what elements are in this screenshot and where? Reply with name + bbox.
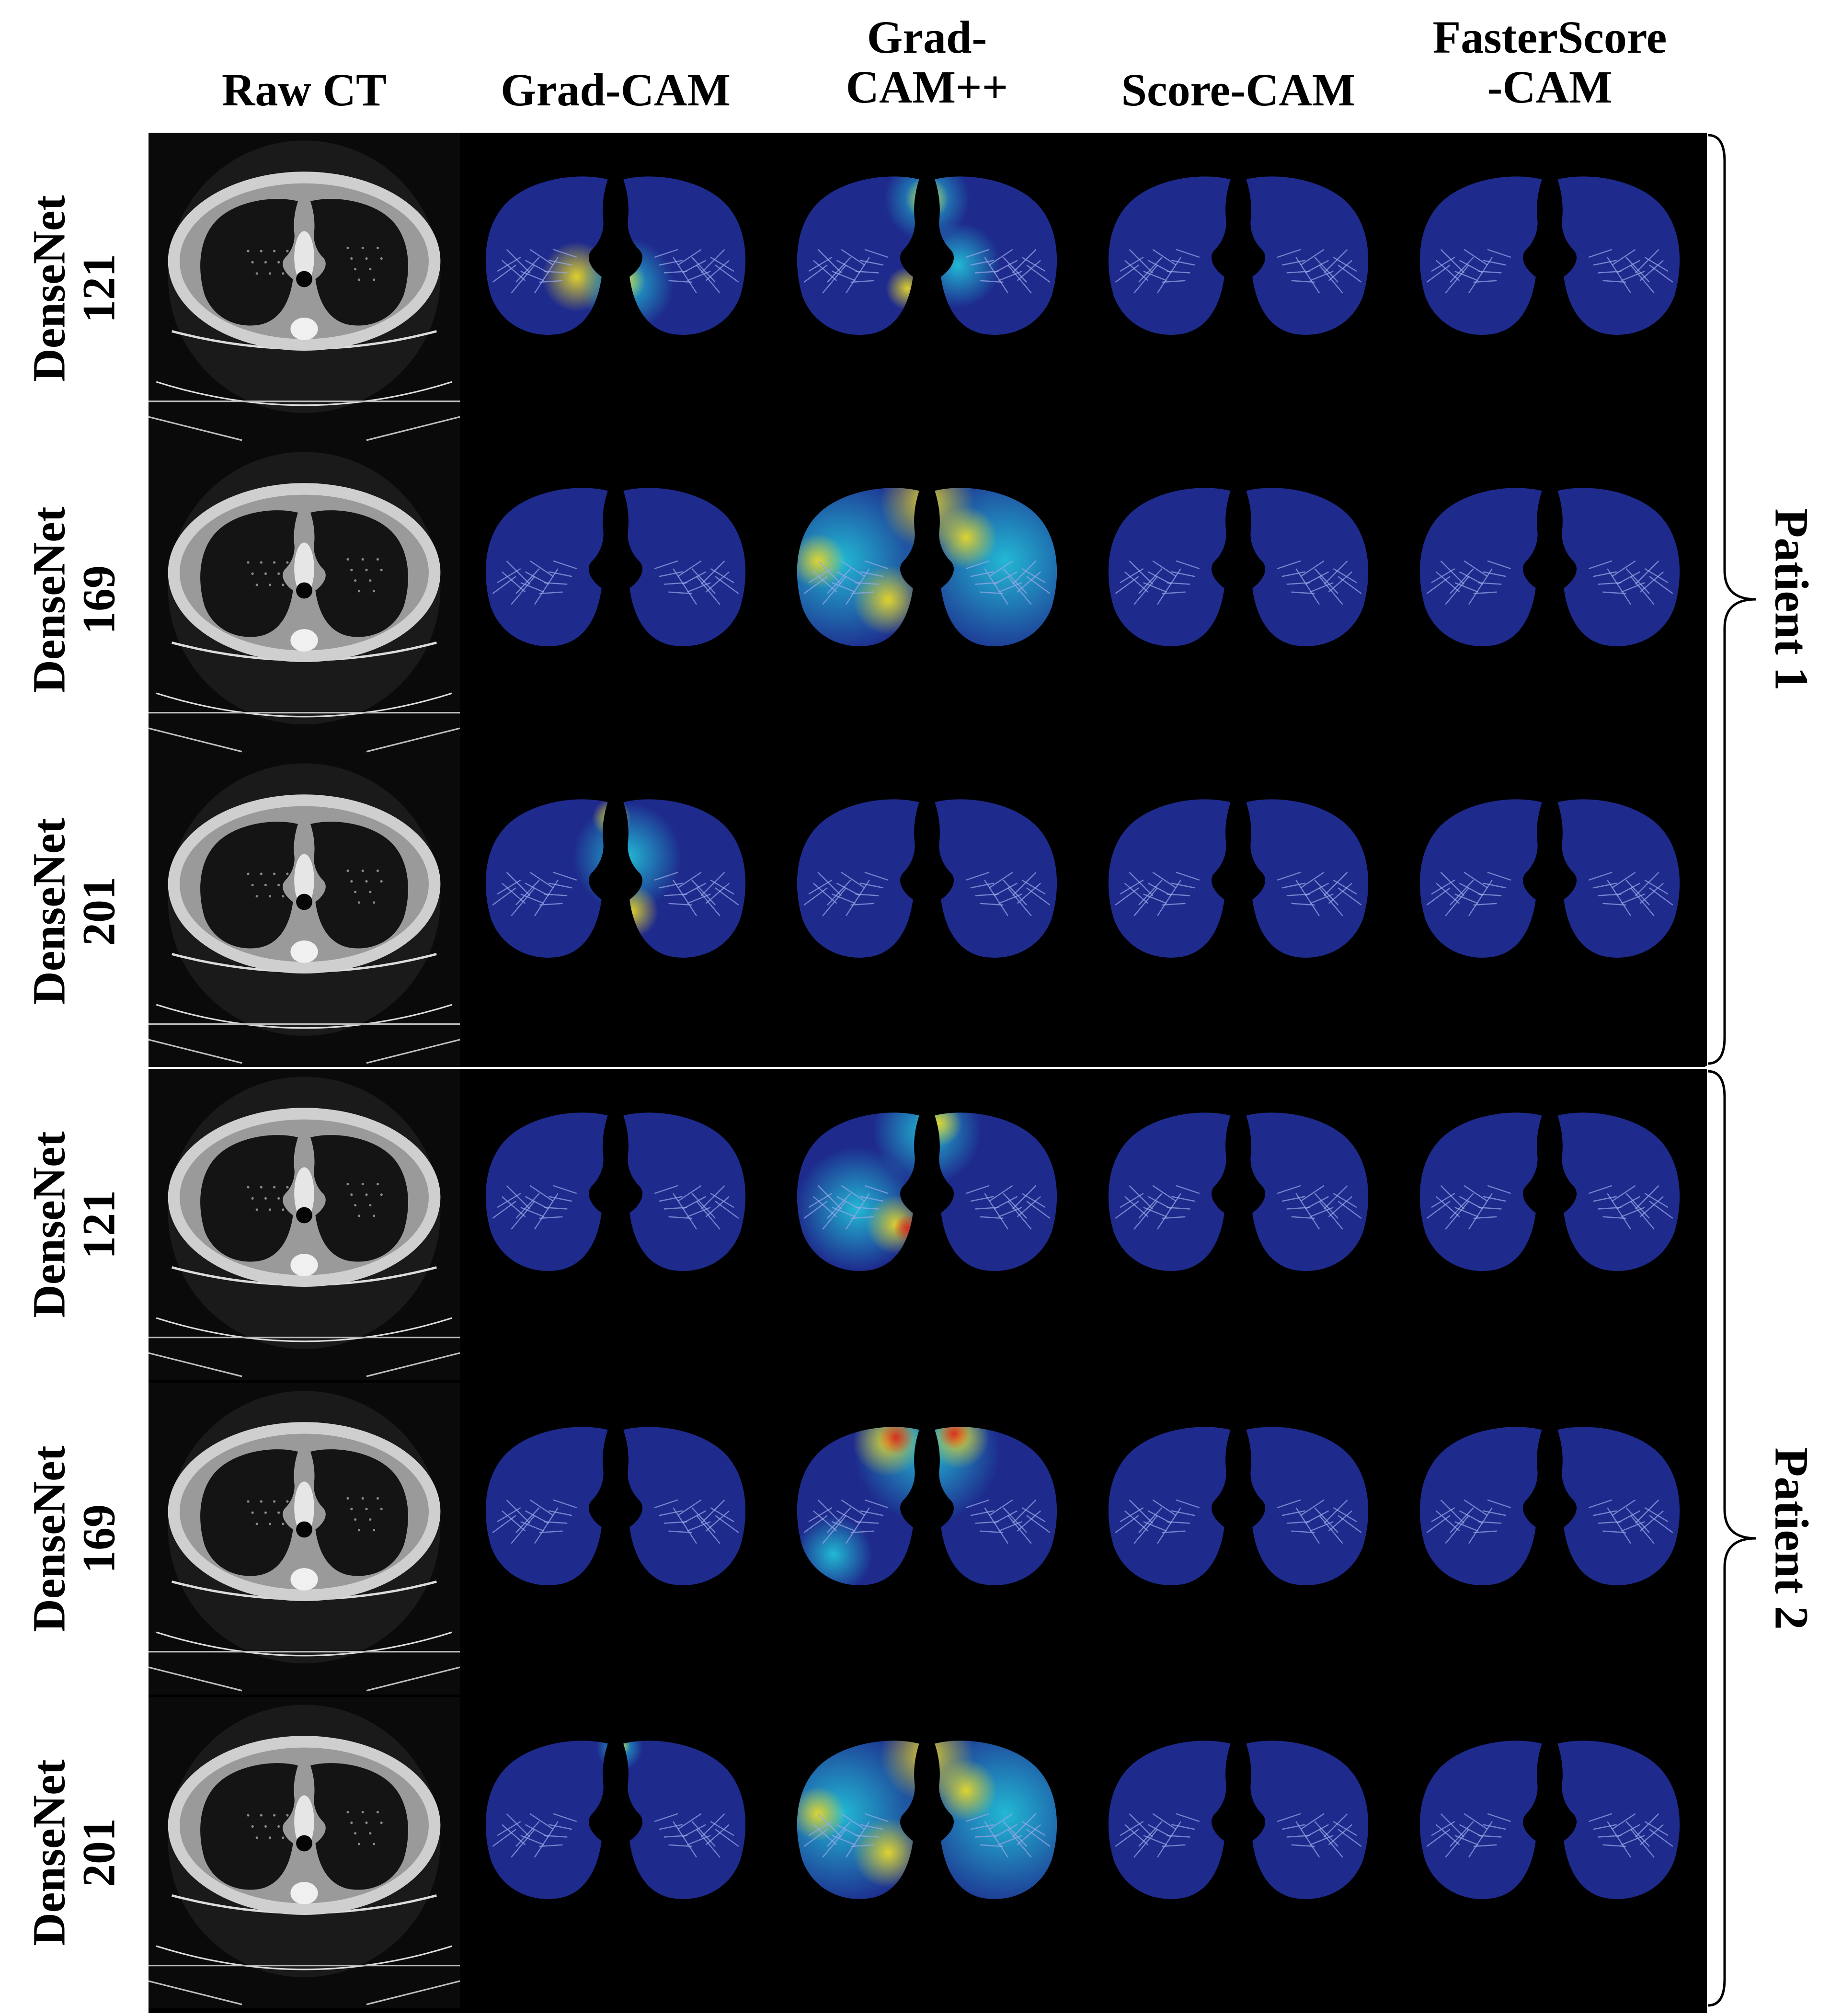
row-label-depth: 121 <box>73 254 125 323</box>
row-label-model: DenseNet <box>23 1759 75 1946</box>
row-label-model: DenseNet <box>23 1131 75 1318</box>
row-label-model: DenseNet <box>23 818 75 1005</box>
heatmap-image <box>1394 133 1705 444</box>
heatmap-image <box>1394 1697 1705 2008</box>
row-label-depth: 201 <box>73 1818 125 1888</box>
row-label-text: DenseNet 121 <box>23 195 125 382</box>
grid-row <box>149 1697 1707 2008</box>
heatmap-image <box>1083 1069 1394 1380</box>
heatmap-image <box>771 756 1083 1067</box>
row-label-text: DenseNet 201 <box>23 818 125 1005</box>
grid-row <box>149 1069 1707 1380</box>
raw-ct-image <box>149 1697 460 2008</box>
raw-ct-image <box>149 133 460 444</box>
row-label-depth: 201 <box>73 877 125 946</box>
raw-ct-image <box>149 444 460 756</box>
row-label-model: DenseNet <box>23 1445 75 1632</box>
row-label: DenseNet 201 <box>0 756 149 1067</box>
heatmap-image <box>1083 1383 1394 1695</box>
heatmap-image <box>1394 444 1705 756</box>
grid-row <box>149 756 1707 1067</box>
grid-row <box>149 1383 1707 1695</box>
image-grid <box>149 133 1707 2013</box>
row-label-model: DenseNet <box>23 195 75 382</box>
column-header-grad-cam: Grad-CAM <box>501 64 731 115</box>
heatmap-image <box>1083 133 1394 444</box>
heatmap-image <box>1394 756 1705 1067</box>
column-header-row: Raw CT Grad-CAM Grad- CAM++ Score-CAM Fa… <box>0 0 1830 132</box>
patient-label: Patient 1 <box>1765 508 1819 691</box>
patient-label-container: Patient 2 <box>1753 1069 1830 2008</box>
row-label-text: DenseNet 169 <box>23 1445 125 1632</box>
row-label-depth: 121 <box>73 1190 125 1260</box>
patient-label: Patient 2 <box>1765 1447 1819 1630</box>
column-header-grad-cam-pp: Grad- CAM++ <box>846 11 1008 113</box>
grid-row <box>149 133 1707 444</box>
raw-ct-image <box>149 1069 460 1380</box>
patient-brace <box>1708 133 1761 1066</box>
heatmap-image <box>460 1069 771 1380</box>
row-label: DenseNet 201 <box>0 1697 149 2008</box>
heatmap-image <box>771 1697 1083 2008</box>
heatmap-image <box>771 1383 1083 1695</box>
heatmap-image <box>460 1697 771 2008</box>
grid-row <box>149 444 1707 756</box>
raw-ct-image <box>149 756 460 1067</box>
heatmap-image <box>771 444 1083 756</box>
heatmap-image <box>1394 1069 1705 1380</box>
row-label-text: DenseNet 121 <box>23 1131 125 1318</box>
column-header-score-cam: Score-CAM <box>1121 64 1356 115</box>
column-header-raw-ct: Raw CT <box>221 64 387 115</box>
patient-label-container: Patient 1 <box>1753 133 1830 1066</box>
row-label: DenseNet 121 <box>0 133 149 444</box>
row-label: DenseNet 121 <box>0 1069 149 1380</box>
patient-divider <box>149 1066 1707 1069</box>
heatmap-image <box>460 133 771 444</box>
heatmap-image <box>1083 444 1394 756</box>
heatmap-image <box>771 1069 1083 1380</box>
row-label-depth: 169 <box>73 565 125 635</box>
heatmap-image <box>1083 1697 1394 2008</box>
heatmap-image <box>1394 1383 1705 1695</box>
heatmap-image <box>460 756 771 1067</box>
heatmap-image <box>460 444 771 756</box>
heatmap-image <box>771 133 1083 444</box>
row-label-text: DenseNet 201 <box>23 1759 125 1946</box>
row-label: DenseNet 169 <box>0 444 149 756</box>
column-header-fasterscore-cam: FasterScore -CAM <box>1432 11 1667 113</box>
row-label-text: DenseNet 169 <box>23 506 125 693</box>
patient-brace <box>1708 1069 1761 2008</box>
row-label-model: DenseNet <box>23 506 75 693</box>
raw-ct-image <box>149 1383 460 1695</box>
heatmap-image <box>1083 756 1394 1067</box>
heatmap-image <box>460 1383 771 1695</box>
row-label-depth: 169 <box>73 1504 125 1574</box>
row-label: DenseNet 169 <box>0 1383 149 1695</box>
